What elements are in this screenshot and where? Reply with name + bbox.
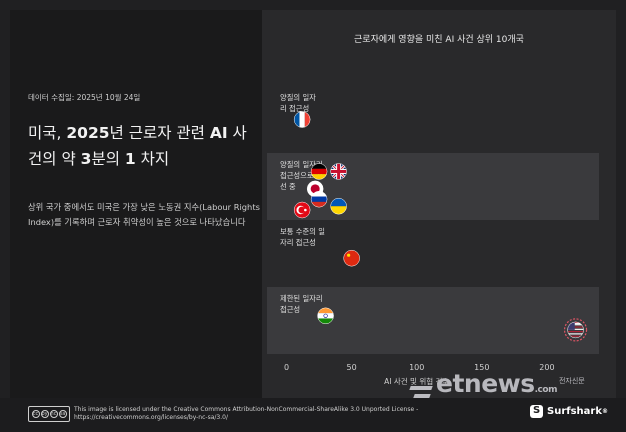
etnews-watermark: etnews.com 전자신문	[410, 369, 585, 402]
x-axis-label: AI 사건 및 위협 건수	[384, 376, 449, 386]
russia-flag-icon	[310, 190, 328, 208]
headline: 미국, 2025년 근로자 관련 AI 사건의 약 3분의 1 차지	[28, 124, 247, 168]
points-layer	[293, 111, 588, 342]
chart-title: 근로자에게 영향을 미친 AI 사건 상위 10개국	[354, 35, 524, 45]
cc-by-icon: by	[40, 410, 49, 418]
india-flag-icon	[317, 307, 334, 325]
usa-flag-icon	[563, 318, 588, 342]
turkey-flag-icon	[293, 201, 311, 219]
license-text: This image is licensed under the Creativ…	[74, 406, 419, 421]
left-panel	[10, 10, 262, 398]
surfshark-icon	[530, 405, 543, 418]
band-label: 보통 수준의 일 자리 접근성	[280, 227, 325, 247]
x-tick-label: 0	[284, 363, 289, 372]
cc-sa-icon: sa	[58, 410, 67, 418]
etnews-sub: 전자신문	[558, 377, 585, 385]
france-flag-icon	[293, 111, 311, 128]
x-tick-label: 150	[474, 363, 489, 372]
ukraine-flag-icon	[330, 197, 347, 215]
creative-commons-badge: cc by nc sa	[28, 406, 70, 422]
band-label: 양질의 일자 리 접근성	[280, 93, 316, 113]
cc-nc-icon: nc	[49, 410, 58, 418]
summary-text: 상위 국가 중에서도 미국은 가장 낮은 노동권 지수(Labour Right…	[28, 202, 260, 227]
footer	[0, 398, 626, 432]
etnews-wordmark: etnews.com	[436, 369, 557, 398]
germany-flag-icon	[310, 163, 328, 180]
x-tick-label: 100	[409, 363, 424, 372]
china-flag-icon	[343, 249, 360, 267]
uk-flag-icon	[330, 163, 347, 180]
x-tick-label: 200	[539, 363, 554, 372]
x-tick-label: 50	[347, 363, 357, 372]
cc-icon: cc	[31, 410, 40, 418]
surfshark-logo: Surfshark®	[530, 405, 608, 418]
band-label: 제한된 일자리 접근성	[280, 294, 323, 314]
collection-date: 데이터 수집일: 2025년 10월 24일	[28, 93, 141, 102]
